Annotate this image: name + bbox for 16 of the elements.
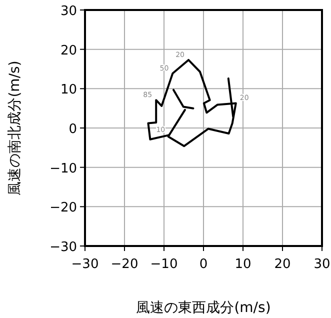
y-tick-label: 0	[68, 122, 77, 137]
y-axis-title: 風速の南北成分(m/s)	[7, 60, 23, 196]
x-tick-label: 30	[314, 257, 330, 272]
x-tick-label: 10	[234, 257, 252, 272]
y-tick-label: 20	[60, 43, 77, 58]
x-tick-label: −20	[110, 257, 138, 272]
x-tick-label: −30	[71, 257, 99, 272]
y-tick-label: 30	[60, 4, 77, 19]
y-tick-label: −10	[50, 161, 77, 176]
x-tick-label: 20	[274, 257, 291, 272]
y-tick-label: 10	[60, 82, 77, 98]
y-tick-label: −30	[50, 240, 77, 255]
x-tick-label: −10	[150, 257, 178, 272]
x-axis-title: 風速の東西成分(m/s)	[136, 300, 271, 316]
x-tick-label: 0	[199, 257, 208, 272]
y-tick-label: −20	[50, 200, 77, 216]
